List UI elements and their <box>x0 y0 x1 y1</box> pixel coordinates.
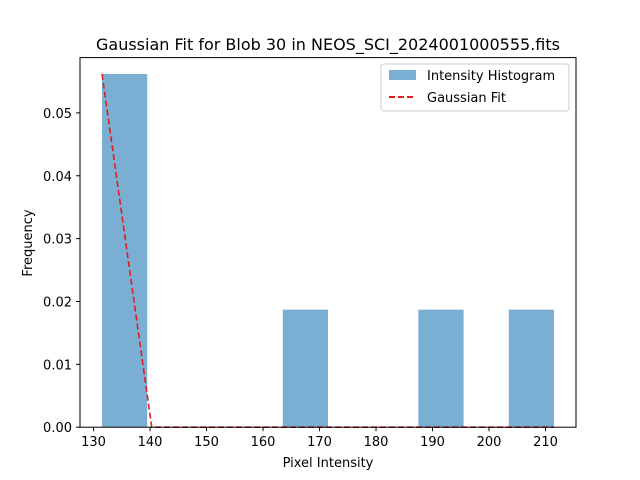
histogram-bar-9 <box>508 309 554 428</box>
y-axis-label: Frequency <box>21 209 36 276</box>
x-tick-label-5: 180 <box>364 435 389 450</box>
x-tick-label-2: 150 <box>194 435 219 450</box>
y-tick-label-1: 0.01 <box>43 358 72 373</box>
chart-title: Gaussian Fit for Blob 30 in NEOS_SCI_202… <box>96 35 560 55</box>
histogram-bar-4 <box>282 309 328 428</box>
x-tick-label-3: 160 <box>251 435 276 450</box>
histogram-bars <box>102 73 554 428</box>
legend-label-histogram: Intensity Histogram <box>427 69 555 84</box>
legend-swatch-histogram <box>389 70 416 80</box>
x-tick-label-1: 140 <box>138 435 163 450</box>
legend-label-gaussian-fit: Gaussian Fit <box>427 91 506 106</box>
legend-frame <box>380 63 570 112</box>
x-tick-label-8: 210 <box>533 435 558 450</box>
histogram-bar-0 <box>102 73 148 428</box>
x-tick-label-6: 190 <box>420 435 445 450</box>
legend: Intensity Histogram Gaussian Fit <box>380 63 570 112</box>
x-tick-label-0: 130 <box>81 435 106 450</box>
y-tick-label-3: 0.03 <box>43 233 72 248</box>
y-tick-label-5: 0.05 <box>43 107 72 122</box>
histogram-bar-7 <box>418 309 464 428</box>
y-tick-label-0: 0.00 <box>43 421 72 436</box>
x-axis-label: Pixel Intensity <box>283 456 374 471</box>
y-axis: 0.00 0.01 0.02 0.03 0.04 0.05 <box>43 107 80 436</box>
x-tick-label-4: 170 <box>307 435 332 450</box>
x-axis: 130 140 150 160 170 180 190 200 210 <box>81 427 558 450</box>
y-tick-label-2: 0.02 <box>43 295 72 310</box>
plot-frame <box>79 57 577 428</box>
y-tick-label-4: 0.04 <box>43 170 72 185</box>
x-tick-label-7: 200 <box>477 435 502 450</box>
